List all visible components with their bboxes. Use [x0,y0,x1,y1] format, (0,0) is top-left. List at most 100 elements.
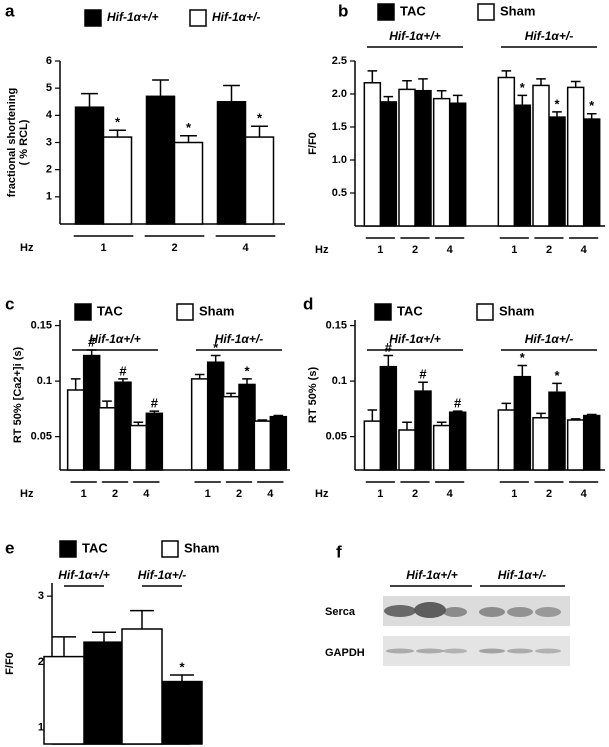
x-tick-label: 4 [143,488,150,500]
x-axis-label: Hz [20,242,34,254]
significance-mark: * [520,350,526,365]
bar [532,417,550,471]
error-bar [517,94,528,106]
error-bar [242,378,252,385]
bar [432,97,451,227]
error-bar [92,631,116,643]
error-bar [452,410,463,413]
legend-swatch [161,540,179,558]
significance-mark: * [186,120,192,135]
error-bar [383,95,394,102]
legend-swatch [477,3,495,21]
y-axis-label: fractional shortening [6,88,18,197]
x-tick-label: 1 [81,488,87,500]
y-tick-label: 2.5 [332,55,347,67]
bar [121,628,163,745]
error-bar [152,79,169,97]
bar [129,424,148,471]
y-tick-label: 0.15 [31,319,52,331]
bar [145,95,176,225]
x-tick-label: 2 [236,488,242,500]
group-label: Hif-1α+/- [138,568,186,582]
bar [161,680,203,745]
significance-mark: * [554,368,560,383]
error-bar [402,80,412,90]
error-bar [273,414,284,417]
error-bar [367,409,378,422]
error-bar [251,125,268,138]
y-tick-label: 0.05 [31,431,52,443]
bar [448,102,467,227]
bar [98,407,116,471]
y-tick-label: 0.1 [332,375,347,387]
y-tick-label: 0.5 [332,187,347,199]
significance-mark: * [179,659,185,674]
legend-label: Sham [184,540,219,555]
error-bar [552,382,562,393]
significance-mark: # [119,363,127,378]
group-label: Hif-1α+/+ [58,568,109,582]
significance-mark: # [88,334,96,349]
bar [43,655,85,745]
legend-label: Sham [499,303,534,318]
bar [102,136,133,225]
bar [363,420,382,471]
error-bar [118,378,128,383]
legend-swatch [176,303,194,321]
bar [244,136,275,225]
significance-mark: * [257,111,263,126]
x-tick-label: 2 [546,244,552,256]
x-tick-label: 1 [511,488,517,500]
y-tick-label: 3 [46,136,52,148]
x-tick-label: 2 [112,488,118,500]
group-label: Hif-1α+/- [525,29,573,43]
bar [114,381,132,471]
error-bar [436,89,447,99]
error-bar [436,421,447,426]
bar [145,412,164,471]
panel-letter: f [336,542,342,561]
group-label: Hif-1α+/- [215,332,263,346]
bar [269,415,288,471]
error-bar [70,378,81,390]
bar [398,88,416,227]
bar [173,141,204,225]
significance-mark: * [554,96,560,111]
y-tick-label: 5 [46,82,52,94]
x-tick-label: 2 [412,488,418,500]
group-label: Hif-1α+/+ [89,332,140,346]
blot-row: GAPDH [325,647,365,659]
x-tick-label: 1 [100,242,106,254]
error-bar [586,413,597,416]
x-tick-label: 1 [377,244,383,256]
panel-letter: a [5,1,15,20]
x-tick-label: 4 [581,244,588,256]
bar [582,414,601,471]
error-bar [170,674,194,682]
group-label: Hif-1α+/+ [389,29,440,43]
y-tick-label: 1.5 [332,121,347,133]
error-bar [418,78,428,91]
x-tick-label: 4 [447,244,454,256]
x-tick-label: 4 [581,488,588,500]
bar [566,419,585,471]
error-bar [149,410,160,414]
blot-row: Serca [325,606,356,618]
significance-mark: * [589,98,595,113]
error-bar [536,412,546,418]
x-tick-label: 2 [171,242,177,254]
x-tick-label: 4 [447,488,454,500]
significance-mark: # [454,396,462,411]
x-tick-label: 4 [242,242,249,254]
error-bar [570,80,581,88]
blot-group: Hif-1α+/+ [406,568,457,582]
y-axis-label: RT 50% (s) [307,367,319,424]
y-tick-label: 0.05 [326,431,347,443]
bar [238,383,256,471]
bar [566,86,585,227]
legend-label: TAC [397,303,423,318]
legend-swatch [189,9,207,27]
x-axis-label: Hz [20,488,34,500]
